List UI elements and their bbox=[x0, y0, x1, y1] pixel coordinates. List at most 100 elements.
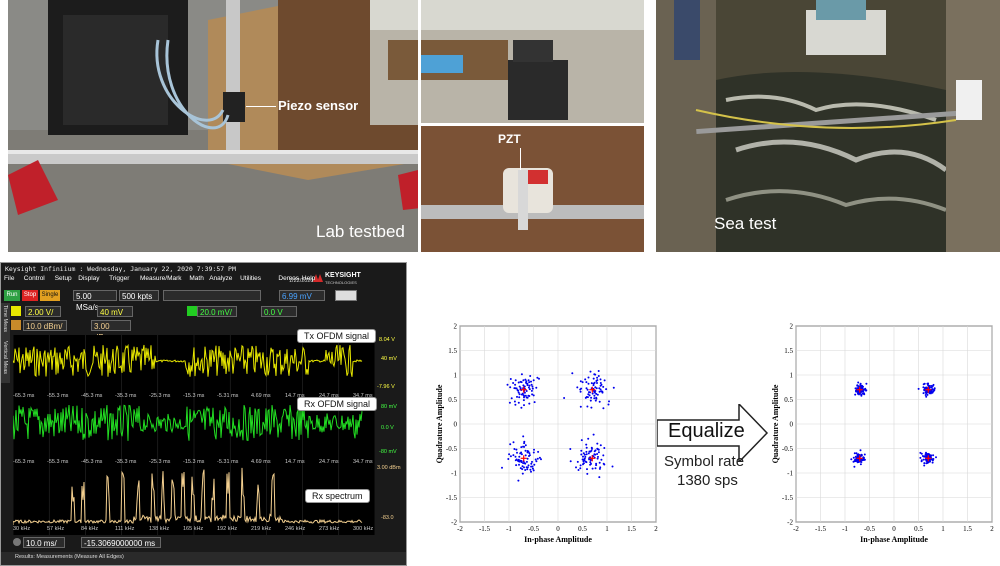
fft-top-value: 3.00 dBm bbox=[377, 465, 401, 471]
data-point bbox=[593, 391, 596, 394]
data-point bbox=[857, 461, 860, 463]
data-point bbox=[585, 446, 588, 449]
trigger-level-field[interactable]: 6.99 mV bbox=[279, 290, 325, 301]
menu-item-demos[interactable]: Demos bbox=[278, 275, 299, 282]
brand-name: KEYSIGHT bbox=[325, 272, 361, 279]
data-point bbox=[853, 452, 856, 455]
data-point bbox=[924, 391, 927, 394]
data-point bbox=[592, 433, 595, 436]
menu-item-control[interactable]: Control bbox=[23, 275, 45, 282]
data-point bbox=[585, 396, 588, 398]
data-point bbox=[922, 386, 925, 389]
x-tick-label: 0 bbox=[892, 525, 896, 533]
menu-item-measure-mark[interactable]: Measure/Mark bbox=[140, 275, 182, 282]
stop-button[interactable]: Stop bbox=[22, 290, 38, 301]
data-point bbox=[585, 443, 588, 446]
menu-item-setup[interactable]: Setup bbox=[54, 275, 72, 282]
data-point bbox=[593, 381, 596, 384]
data-point bbox=[587, 452, 590, 455]
data-point bbox=[585, 387, 588, 390]
piezo-sensor-label: Piezo sensor bbox=[278, 98, 359, 113]
data-point bbox=[853, 465, 856, 468]
data-point bbox=[527, 464, 530, 467]
sample-rate-field[interactable]: 5.00 MSa/s bbox=[73, 290, 117, 312]
brand-sub: TECHNOLOGIES bbox=[325, 280, 357, 285]
data-point bbox=[569, 460, 572, 463]
menu-item-utilities[interactable]: Utilities bbox=[240, 275, 262, 282]
ch2-scale-field[interactable]: 20.0 mV/ bbox=[197, 306, 237, 317]
tab-time-meas[interactable]: Time Meas bbox=[2, 305, 8, 332]
data-point bbox=[594, 373, 597, 376]
data-point bbox=[583, 459, 586, 462]
timebase-field[interactable]: 10.0 ms/ bbox=[23, 537, 65, 548]
ch1-indicator[interactable] bbox=[11, 306, 21, 316]
timebase-indicator[interactable] bbox=[13, 538, 21, 546]
points-field[interactable]: 500 kpts bbox=[119, 290, 159, 301]
results-bar[interactable]: Results: Measurements (Measure All Edges… bbox=[1, 552, 406, 565]
data-point bbox=[514, 379, 517, 382]
data-point bbox=[512, 382, 515, 384]
data-point bbox=[527, 450, 530, 453]
tab-vertical-meas[interactable]: Vertical Meas bbox=[2, 341, 8, 375]
menu-item-analyze[interactable]: Analyze bbox=[209, 275, 233, 282]
ch2-offset-field[interactable]: 0.0 V bbox=[261, 306, 297, 317]
y-tick-label: 1 bbox=[790, 372, 794, 380]
fft-indicator[interactable] bbox=[11, 320, 21, 330]
axis-tick: -15.3 ms bbox=[183, 393, 205, 399]
ch2-indicator[interactable] bbox=[187, 306, 197, 316]
data-point bbox=[597, 448, 600, 451]
data-point bbox=[517, 401, 520, 404]
ch1-offset-field[interactable]: 40 mV bbox=[97, 306, 133, 317]
ch1-top-value: 8.04 V bbox=[379, 337, 395, 343]
data-point bbox=[603, 447, 606, 449]
data-point bbox=[595, 392, 598, 395]
zoom-button[interactable] bbox=[335, 290, 357, 301]
single-button[interactable]: Single bbox=[40, 290, 60, 301]
data-point bbox=[586, 468, 588, 471]
data-point bbox=[854, 393, 857, 396]
data-point bbox=[579, 467, 582, 470]
data-point bbox=[514, 455, 517, 458]
data-point bbox=[586, 405, 589, 408]
data-point bbox=[518, 463, 520, 466]
run-button[interactable]: Run bbox=[4, 290, 20, 301]
fft-scale-field[interactable]: 10.0 dBm/ bbox=[23, 320, 67, 331]
data-point bbox=[582, 455, 584, 458]
position-field[interactable]: -15.3069000000 ms bbox=[81, 537, 161, 548]
data-point bbox=[597, 375, 600, 377]
data-point bbox=[571, 372, 574, 375]
data-point bbox=[930, 384, 933, 387]
data-point bbox=[593, 390, 595, 392]
data-point bbox=[589, 370, 592, 373]
scope-date: 1/22/2020 bbox=[289, 278, 314, 284]
y-tick-label: 1.5 bbox=[784, 347, 793, 355]
menu-item-file[interactable]: File bbox=[4, 275, 15, 282]
data-point bbox=[518, 393, 521, 396]
data-point bbox=[531, 393, 534, 396]
data-point bbox=[519, 380, 522, 383]
symbol-rate-label: Symbol rate bbox=[664, 453, 745, 470]
y-tick-label: -1.5 bbox=[446, 494, 458, 502]
data-point bbox=[579, 380, 582, 383]
axis-tick: -65.3 ms bbox=[13, 459, 35, 465]
fft-offset-field[interactable]: 3.00 dBm bbox=[91, 320, 131, 342]
data-point bbox=[852, 456, 855, 459]
data-point bbox=[920, 460, 923, 463]
data-point bbox=[599, 388, 602, 391]
data-point bbox=[583, 453, 586, 456]
data-point bbox=[600, 458, 603, 461]
data-point bbox=[923, 464, 926, 467]
data-point bbox=[579, 464, 582, 467]
data-point bbox=[595, 387, 598, 390]
ch1-scale-field[interactable]: 2.00 V/ bbox=[25, 306, 61, 317]
data-point bbox=[925, 451, 927, 454]
data-point bbox=[597, 451, 600, 454]
data-point bbox=[517, 479, 520, 482]
menu-item-trigger[interactable]: Trigger bbox=[109, 275, 130, 282]
menu-item-display[interactable]: Display bbox=[78, 275, 100, 282]
axis-tick: 111 kHz bbox=[115, 526, 135, 532]
data-point bbox=[509, 443, 512, 446]
menu-item-math[interactable]: Math bbox=[189, 275, 204, 282]
menu-item-help[interactable]: Help bbox=[301, 275, 316, 282]
axis-tick: -25.3 ms bbox=[149, 459, 171, 465]
